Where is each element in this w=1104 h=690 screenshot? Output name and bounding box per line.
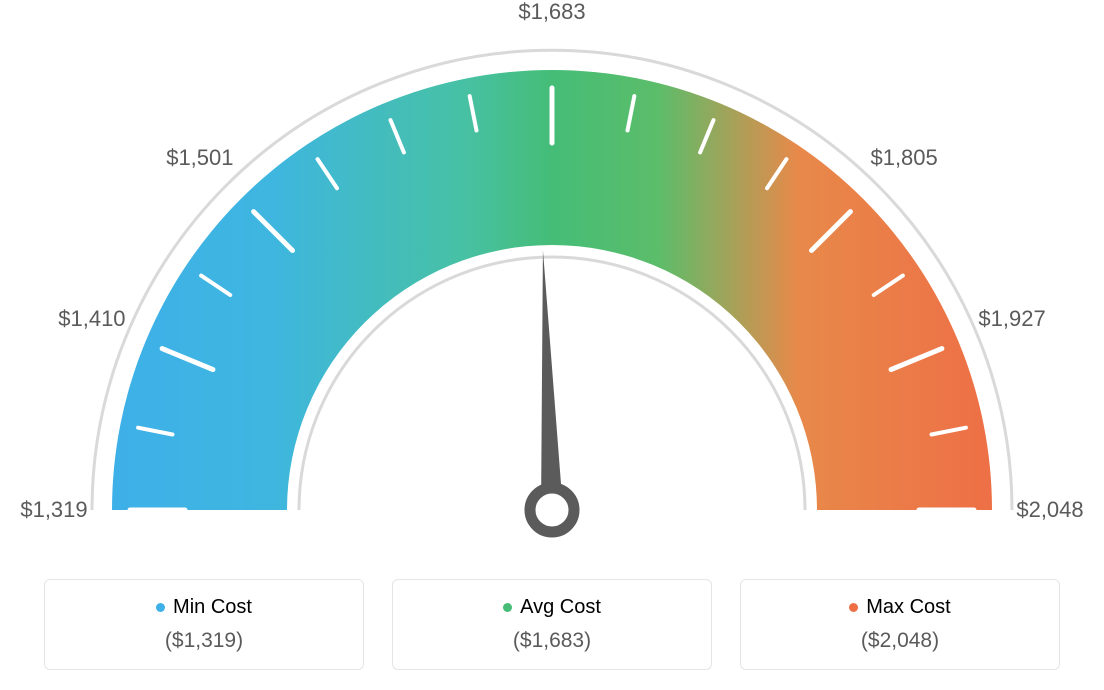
gauge-tick-label: $1,501	[166, 145, 233, 171]
gauge-tick-label: $1,683	[518, 0, 585, 25]
legend-value-min: ($1,319)	[65, 629, 343, 653]
gauge-tick-label: $2,048	[1016, 497, 1083, 523]
gauge-tick-label: $1,927	[978, 306, 1045, 332]
legend-dot-avg	[503, 603, 512, 612]
legend-title-max: Max Cost	[761, 596, 1039, 619]
legend-label-avg: Avg Cost	[520, 596, 601, 619]
legend-card-avg: Avg Cost ($1,683)	[392, 579, 712, 670]
legend-card-min: Min Cost ($1,319)	[44, 579, 364, 670]
legend-value-max: ($2,048)	[761, 629, 1039, 653]
legend-value-avg: ($1,683)	[413, 629, 691, 653]
legend-title-avg: Avg Cost	[413, 596, 691, 619]
legend-label-min: Min Cost	[173, 596, 252, 619]
gauge-tick-label: $1,319	[20, 497, 87, 523]
gauge-tick-label: $1,805	[870, 145, 937, 171]
legend-label-max: Max Cost	[866, 596, 950, 619]
gauge-svg	[0, 0, 1104, 550]
legend-dot-max	[849, 603, 858, 612]
gauge-tick-label: $1,410	[58, 306, 125, 332]
gauge-chart: $1,319 $1,410 $1,501 $1,683 $1,805 $1,927 $2,0…	[0, 0, 1104, 550]
legend-dot-min	[156, 603, 165, 612]
legend-title-min: Min Cost	[65, 596, 343, 619]
legend-row: Min Cost ($1,319) Avg Cost ($1,683) Max …	[0, 579, 1104, 670]
legend-card-max: Max Cost ($2,048)	[740, 579, 1060, 670]
